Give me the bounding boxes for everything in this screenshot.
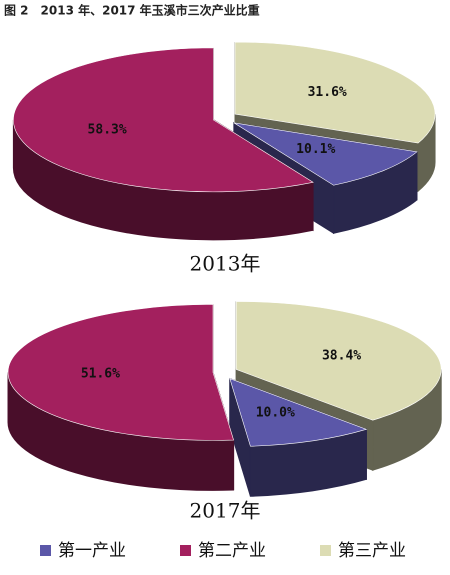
value-label: 38.4% (322, 349, 361, 364)
legend-swatch (320, 545, 331, 556)
slice (13, 47, 314, 193)
slice (7, 304, 234, 441)
slice (234, 41, 436, 144)
pie-caption: 2017年 (190, 499, 261, 523)
value-label: 10.0% (256, 405, 295, 420)
legend-swatch (40, 545, 51, 556)
value-label: 58.3% (88, 123, 127, 138)
slice (235, 301, 442, 421)
chart-title: 图 2 2013 年、2017 年玉溪市三次产业比重 (4, 3, 260, 18)
value-label: 10.1% (296, 142, 335, 157)
legend-label: 第三产业 (338, 541, 406, 561)
legend-label: 第一产业 (58, 541, 126, 561)
legend-swatch (180, 545, 191, 556)
pie-caption: 2013年 (190, 252, 261, 276)
value-label: 31.6% (308, 85, 347, 100)
slice (233, 122, 418, 186)
value-label: 51.6% (81, 367, 120, 382)
slice (229, 378, 368, 447)
legend-label: 第二产业 (198, 541, 266, 561)
